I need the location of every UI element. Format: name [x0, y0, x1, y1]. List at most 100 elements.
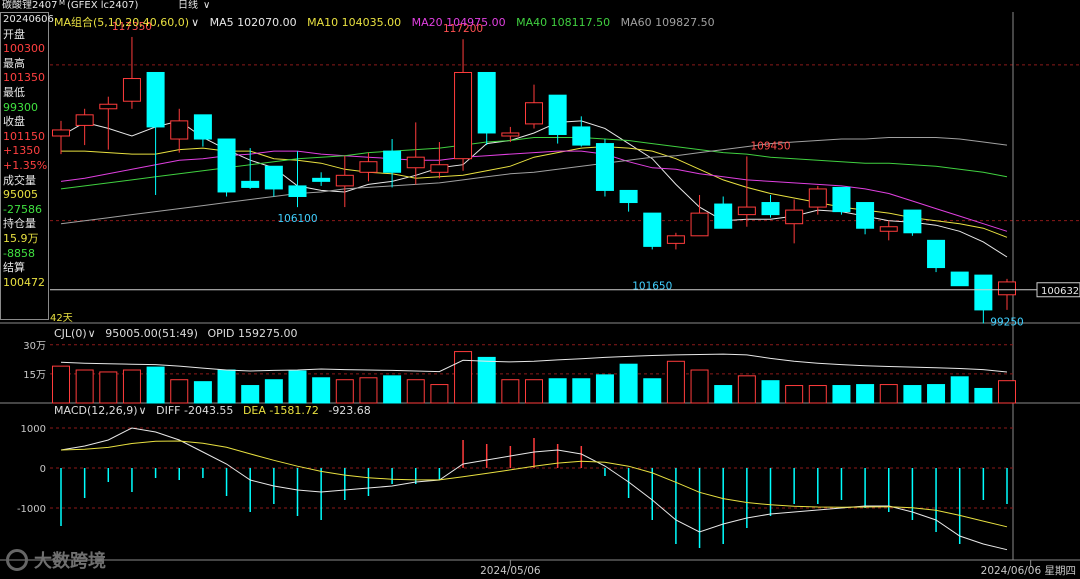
cjl-label[interactable]: CJL(0)	[54, 327, 87, 340]
candle-body	[454, 71, 473, 160]
open-interest-label: 持仓量	[3, 217, 36, 231]
open-interest-value: 15.9万	[3, 231, 39, 245]
candle-body	[666, 235, 685, 244]
diff-value: DIFF -2043.55	[156, 404, 234, 417]
candle-body	[998, 281, 1016, 296]
volume-bar	[761, 380, 780, 404]
volume-bar	[832, 385, 851, 404]
volume-bar	[548, 378, 567, 404]
candle-body	[75, 114, 94, 126]
macd-label[interactable]: MACD(12,26,9)	[54, 404, 138, 417]
ma5-legend: MA5 102070.00	[209, 16, 297, 29]
candle-body	[525, 102, 543, 125]
candle-body	[785, 209, 804, 225]
main-contract-mark: M	[59, 0, 66, 7]
volume-bar	[430, 384, 449, 404]
volume-bar	[619, 363, 638, 404]
candle-body	[122, 78, 141, 102]
open-value: 100300	[3, 42, 45, 56]
candle-body	[619, 189, 638, 204]
ma10-legend: MA10 104035.00	[307, 16, 402, 29]
candle-body	[312, 177, 331, 182]
volume-bar	[52, 365, 70, 404]
candle-body	[170, 120, 189, 140]
x-tick-label: 2024/05/06	[480, 565, 541, 577]
price-tag-value: 100632	[1041, 286, 1079, 297]
ma-group-label[interactable]: MA组合(5,10,20,40,60,0)	[54, 16, 190, 29]
settlement-label: 结算	[3, 261, 25, 275]
high-label: 最高	[3, 56, 25, 70]
candle-body	[430, 164, 449, 173]
period-chevron-down-icon[interactable]: ∨	[203, 0, 211, 11]
change-value: +1350	[3, 144, 41, 158]
volume-bar	[525, 379, 543, 404]
candle-body	[146, 71, 165, 128]
candle-body	[193, 114, 212, 140]
candle-body	[501, 132, 520, 137]
volume-value: 95005	[3, 188, 38, 202]
volume-tick-label: 15万	[23, 370, 46, 381]
ma-chevron-down-icon[interactable]: ∨	[191, 16, 200, 29]
volume-bar	[643, 378, 662, 404]
contract-name[interactable]: 碳酸锂2407	[2, 0, 58, 11]
price-tag-box	[1036, 282, 1080, 298]
price-annotation: 101650	[632, 280, 672, 292]
open-label: 开盘	[3, 27, 25, 41]
volume-bar	[974, 387, 993, 404]
volume-bar	[714, 385, 733, 404]
volume-legend: CJL(0)∨ 95005.00(51:49) OPID 159275.00	[54, 327, 303, 340]
quote-date: 20240606	[3, 14, 54, 25]
macd-legend: MACD(12,26,9)∨ DIFF -2043.55 DEA -1581.7…	[54, 404, 377, 417]
volume-bar	[572, 378, 591, 404]
high-value: 101350	[3, 71, 45, 85]
volume-bar	[383, 375, 402, 404]
watermark-logo-icon	[6, 549, 28, 571]
exchange-code: (GFEX lc2407)	[67, 0, 139, 11]
change-percent: +1.35%	[3, 158, 48, 172]
opid-value: OPID 159275.00	[207, 327, 298, 340]
macd-dea-line	[60, 440, 1008, 528]
volume-tick-label: 30万	[23, 341, 46, 352]
low-value: 99300	[3, 100, 38, 114]
volume-bar	[335, 379, 354, 404]
price-annotation: 117350	[112, 21, 152, 33]
volume-bar	[99, 371, 118, 404]
cjl-chevron-down-icon[interactable]: ∨	[87, 327, 96, 340]
candle-body	[217, 138, 236, 193]
price-annotation: 109450	[750, 140, 790, 152]
candle-body	[595, 143, 614, 191]
volume-bar	[217, 369, 236, 404]
ma40-legend: MA40 108117.50	[516, 16, 611, 29]
watermark: 大数跨境	[6, 547, 106, 573]
candle-body	[288, 185, 307, 197]
volume-bar	[501, 379, 520, 404]
volume-change: -27586	[3, 202, 42, 216]
ma60-legend: MA60 109827.50	[620, 16, 715, 29]
volume-bar	[454, 351, 473, 404]
candle-body	[879, 226, 898, 232]
macd-value: -923.68	[328, 404, 371, 417]
volume-bar	[146, 366, 165, 404]
close-value: 101150	[3, 129, 45, 143]
candle-body	[548, 94, 567, 135]
title-bar: 碳酸锂2407 M (GFEX lc2407) 日线 ∨	[0, 0, 1080, 12]
watermark-text: 大数跨境	[34, 551, 106, 572]
candle-body	[808, 188, 827, 208]
volume-bar	[75, 369, 94, 404]
close-label: 收盘	[3, 115, 25, 129]
candle-body	[572, 126, 591, 146]
candle-body	[950, 271, 969, 287]
candle-body	[264, 165, 283, 190]
volume-bar	[737, 375, 756, 404]
price-annotation: 106100	[277, 213, 317, 225]
candle-body	[359, 161, 378, 173]
period-selector[interactable]: 日线	[178, 0, 198, 11]
volume-bar	[264, 379, 283, 404]
macd-chevron-down-icon[interactable]: ∨	[138, 404, 147, 417]
candle-body	[643, 212, 662, 247]
volume-bar	[950, 376, 969, 404]
volume-bar	[406, 379, 425, 404]
open-interest-line	[60, 353, 1008, 373]
candle-body	[383, 150, 402, 173]
